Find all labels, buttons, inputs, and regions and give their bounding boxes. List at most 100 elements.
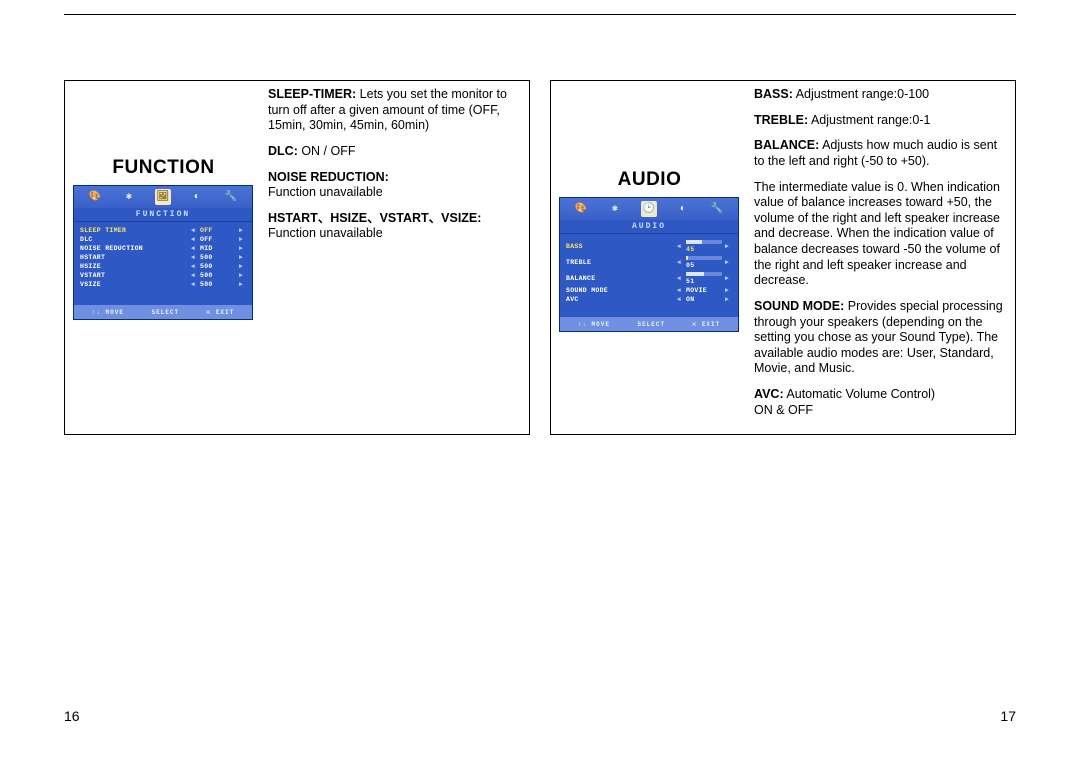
description-block: The intermediate value is 0. When indica… [754,180,1005,289]
osd-tab-icon[interactable]: ✱ [121,189,137,205]
osd-row-label: DLC [80,236,188,243]
osd-footer-hint: SELECT [151,309,179,316]
osd-row-label: AVC [566,296,674,303]
page-number-left: 16 [64,708,80,724]
osd-tab-icon[interactable]: ◐ [189,189,205,205]
function-title: FUNCTION [73,157,254,179]
osd-iconbar: 🎨 ✱ 🖼 ◐ 🔧 [74,186,252,208]
osd-row-label: BASS [566,243,674,250]
description-text: Adjustment range:0-1 [808,113,930,127]
osd-footer-hint: ↑↓ MOVE [578,321,610,328]
function-osd: 🎨✱🖼◐🔧FUNCTIONSLEEP TIMER◄OFF►DLC◄OFF►NOI… [73,185,253,320]
description-lead: HSTART、HSIZE、VSTART、VSIZE: [268,211,481,225]
osd-left-arrow-icon[interactable]: ◄ [188,281,198,288]
description-lead: SOUND MODE: [754,299,844,313]
osd-heading: AUDIO [560,220,738,234]
osd-right-arrow-icon[interactable]: ► [722,287,732,294]
osd-row-label: TREBLE [566,259,674,266]
osd-row[interactable]: VSTART◄500► [80,271,246,280]
osd-tab-icon[interactable]: 🔧 [709,201,725,217]
description-lead: DLC: [268,144,298,158]
osd-left-arrow-icon[interactable]: ◄ [188,236,198,243]
osd-row[interactable]: HSIZE◄500► [80,262,246,271]
osd-row-label: SLEEP TIMER [80,227,188,234]
audio-descriptions: BASS: Adjustment range:0-100TREBLE: Adju… [746,81,1015,434]
osd-right-arrow-icon[interactable]: ► [722,243,732,250]
osd-row-value: 500 [198,254,236,261]
osd-left-arrow-icon[interactable]: ◄ [674,287,684,294]
osd-footer: ↑↓ MOVE SELECT ⇱ EXIT [560,317,738,331]
osd-footer-hint: SELECT [637,321,665,328]
page-rule [64,14,1016,15]
osd-heading: FUNCTION [74,208,252,222]
osd-row-label: BALANCE [566,275,674,282]
description-lead: NOISE REDUCTION: [268,170,389,184]
osd-row[interactable]: NOISE REDUCTION◄MID► [80,244,246,253]
osd-row[interactable]: TREBLE◄ 05► [566,254,732,270]
osd-row-label: SOUND MODE [566,287,674,294]
osd-row-value: OFF [198,236,236,243]
osd-tab-icon[interactable]: 🖼 [155,189,171,205]
description-block: SLEEP-TIMER: Lets you set the monitor to… [268,87,519,134]
osd-right-arrow-icon[interactable]: ► [236,281,246,288]
osd-row[interactable]: BASS◄ 45► [566,238,732,254]
osd-left-arrow-icon[interactable]: ◄ [188,272,198,279]
function-left-column: FUNCTION 🎨✱🖼◐🔧FUNCTIONSLEEP TIMER◄OFF►DL… [65,81,260,434]
osd-row-value: 05 [684,255,722,269]
osd-left-arrow-icon[interactable]: ◄ [188,227,198,234]
osd-right-arrow-icon[interactable]: ► [236,236,246,243]
osd-row[interactable]: SOUND MODE◄MOVIE► [566,286,732,295]
osd-right-arrow-icon[interactable]: ► [236,227,246,234]
description-lead: AVC: [754,387,784,401]
osd-row-value: MOVIE [684,287,722,294]
osd-footer-hint: ⇱ EXIT [693,321,721,328]
description-after: ON & OFF [754,403,813,417]
osd-row-value: 51 [684,271,722,285]
description-block: HSTART、HSIZE、VSTART、VSIZE:Function unava… [268,211,519,242]
osd-row[interactable]: HSTART◄500► [80,253,246,262]
function-descriptions: SLEEP-TIMER: Lets you set the monitor to… [260,81,529,434]
osd-footer: ↑↓ MOVESELECT⇱ EXIT [74,305,252,319]
osd-left-arrow-icon[interactable]: ◄ [674,259,684,266]
osd-row[interactable]: SLEEP TIMER◄OFF► [80,226,246,235]
osd-row-label: VSIZE [80,281,188,288]
description-lead: BASS: [754,87,793,101]
description-block: AVC: Automatic Volume Control) ON & OFF [754,387,1005,418]
osd-left-arrow-icon[interactable]: ◄ [674,296,684,303]
osd-left-arrow-icon[interactable]: ◄ [674,275,684,282]
description-text: Automatic Volume Control) [784,387,935,401]
osd-right-arrow-icon[interactable]: ► [722,259,732,266]
osd-left-arrow-icon[interactable]: ◄ [188,254,198,261]
osd-row[interactable]: DLC◄OFF► [80,235,246,244]
osd-tab-icon[interactable]: 🎨 [87,189,103,205]
osd-right-arrow-icon[interactable]: ► [236,263,246,270]
description-block: SOUND MODE: Provides special processing … [754,299,1005,377]
osd-row-value: 500 [198,272,236,279]
osd-tab-icon[interactable]: 🔧 [223,189,239,205]
osd-left-arrow-icon[interactable]: ◄ [188,263,198,270]
osd-right-arrow-icon[interactable]: ► [236,245,246,252]
osd-tab-icon[interactable]: 🎨 [573,201,589,217]
osd-row[interactable]: VSIZE◄500► [80,280,246,289]
osd-right-arrow-icon[interactable]: ► [722,296,732,303]
osd-right-arrow-icon[interactable]: ► [236,272,246,279]
osd-row[interactable]: AVC◄ON► [566,295,732,304]
audio-title: AUDIO [559,169,740,191]
osd-row-value: ON [684,296,722,303]
osd-tab-icon[interactable]: 🕑 [641,201,657,217]
osd-row[interactable]: BALANCE◄ 51► [566,270,732,286]
osd-row-label: HSTART [80,254,188,261]
osd-tab-icon[interactable]: ◐ [675,201,691,217]
osd-right-arrow-icon[interactable]: ► [722,275,732,282]
osd-left-arrow-icon[interactable]: ◄ [674,243,684,250]
osd-row-value: 500 [198,263,236,270]
osd-row-value: 500 [198,281,236,288]
description-text: ON / OFF [298,144,356,158]
osd-row-value: OFF [198,227,236,234]
osd-left-arrow-icon[interactable]: ◄ [188,245,198,252]
osd-right-arrow-icon[interactable]: ► [236,254,246,261]
osd-iconbar: 🎨 ✱ 🕑 ◐ 🔧 [560,198,738,220]
osd-rows: BASS◄ 45►TREBLE◄ 05►BALANCE◄ 51►SOUND MO… [560,234,738,304]
osd-tab-icon[interactable]: ✱ [607,201,623,217]
description-lead: BALANCE: [754,138,819,152]
